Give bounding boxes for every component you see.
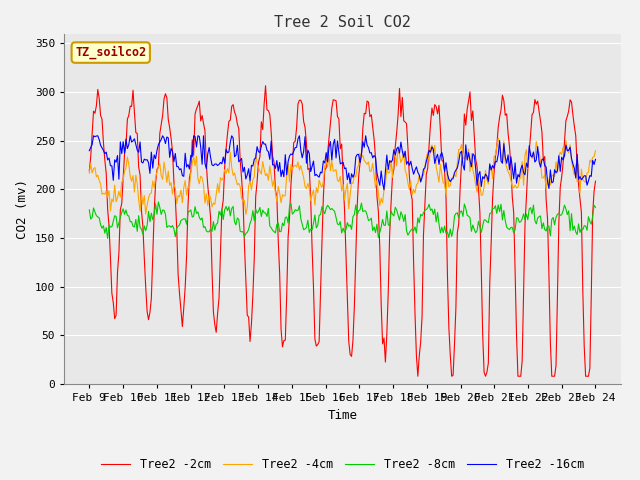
Tree2 -16cm (591, 156, 599, 162)
Tree2 -2cm (566, 97, 574, 103)
Tree2 -4cm (566, 142, 574, 148)
Tree2 -4cm (236, 183, 244, 189)
Tree2 -4cm (494, 135, 502, 141)
Tree2 -8cm (264, 205, 272, 211)
Tree2 -8cm (256, 204, 264, 210)
Tree2 -8cm (566, 228, 574, 234)
Tree2 -16cm (380, 187, 388, 192)
Tree2 -8cm (239, 228, 247, 234)
Tree2 -4cm (591, 148, 599, 154)
Tree2 -16cm (308, 164, 316, 169)
Tree2 -8cm (104, 236, 111, 241)
Tree2 -8cm (149, 217, 157, 223)
Tree2 -4cm (255, 165, 262, 171)
Tree2 -4cm (242, 212, 250, 217)
Tree2 -8cm (154, 199, 162, 205)
Line: Tree2 -2cm: Tree2 -2cm (90, 86, 595, 376)
Line: Tree2 -16cm: Tree2 -16cm (90, 136, 595, 190)
Text: TZ_soilco2: TZ_soilco2 (75, 46, 147, 59)
Tree2 -16cm (263, 147, 271, 153)
Legend: Tree2 -2cm, Tree2 -4cm, Tree2 -8cm, Tree2 -16cm: Tree2 -2cm, Tree2 -4cm, Tree2 -8cm, Tree… (96, 454, 589, 476)
Tree2 -16cm (149, 165, 157, 171)
Y-axis label: CO2 (mv): CO2 (mv) (16, 179, 29, 239)
Line: Tree2 -8cm: Tree2 -8cm (90, 202, 595, 239)
Tree2 -2cm (414, 373, 422, 379)
Tree2 -4cm (147, 190, 155, 196)
Tree2 -2cm (147, 296, 155, 301)
Tree2 -2cm (236, 157, 244, 163)
Tree2 -16cm (237, 156, 245, 161)
Tree2 -16cm (86, 148, 93, 154)
Tree2 -8cm (310, 220, 317, 226)
Tree2 -2cm (262, 83, 269, 89)
Tree2 -8cm (591, 204, 599, 210)
Line: Tree2 -4cm: Tree2 -4cm (90, 138, 595, 215)
Tree2 -2cm (263, 107, 271, 113)
Tree2 -4cm (86, 170, 93, 176)
Title: Tree 2 Soil CO2: Tree 2 Soil CO2 (274, 15, 411, 30)
X-axis label: Time: Time (328, 408, 357, 421)
Tree2 -16cm (566, 144, 574, 150)
Tree2 -2cm (253, 179, 261, 184)
Tree2 -2cm (86, 168, 93, 174)
Tree2 -16cm (255, 149, 262, 155)
Tree2 -16cm (90, 133, 97, 139)
Tree2 -4cm (263, 170, 271, 176)
Tree2 -8cm (86, 207, 93, 213)
Tree2 -2cm (308, 245, 316, 251)
Tree2 -4cm (308, 192, 316, 197)
Tree2 -2cm (591, 178, 599, 184)
